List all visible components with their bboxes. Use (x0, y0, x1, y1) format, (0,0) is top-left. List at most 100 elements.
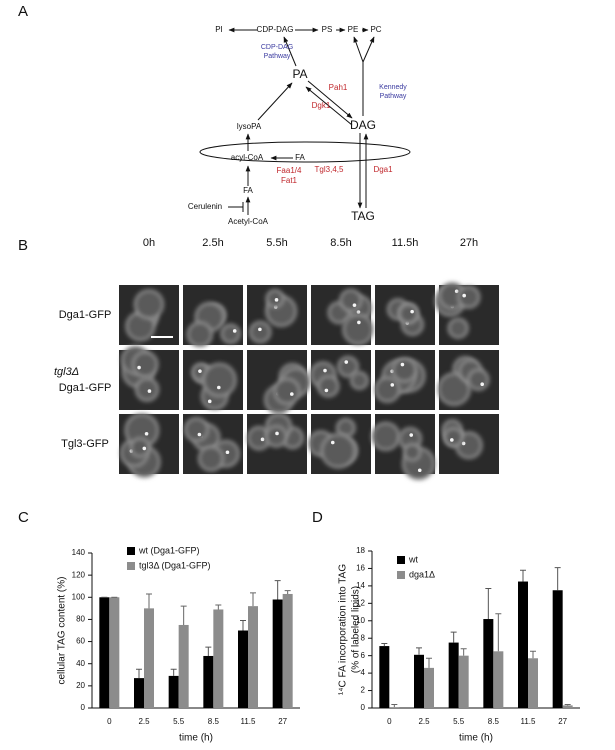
y-tick-label: 18 (356, 546, 365, 555)
legend-swatch (397, 556, 405, 564)
pathway-node: PE (348, 25, 359, 34)
spot (225, 450, 230, 455)
bar (109, 597, 120, 708)
pathway-node: Faa1/4 (277, 166, 302, 175)
legend-label: wt (408, 554, 418, 564)
cell (198, 445, 224, 472)
error-bar (426, 657, 432, 668)
error-bar (136, 668, 142, 679)
cell (320, 433, 356, 469)
bar (552, 590, 563, 708)
x-tick-label: 11.5 (241, 717, 257, 726)
bar (282, 593, 293, 708)
spot (144, 431, 149, 436)
micrograph (434, 282, 499, 345)
micrograph (119, 413, 179, 479)
bar (389, 707, 400, 708)
micrograph (183, 414, 243, 474)
spot (217, 385, 221, 390)
pathway-node: CDP-DAG (257, 25, 294, 34)
bar (483, 619, 494, 708)
cell (437, 372, 471, 406)
cell (447, 317, 469, 339)
cell (317, 375, 340, 398)
error-bar (460, 648, 467, 656)
spot (258, 327, 262, 332)
pathway-node: FA (295, 153, 305, 162)
y-tick-label: 40 (76, 659, 85, 668)
spot (409, 433, 414, 437)
spot (330, 440, 335, 445)
error-bar (215, 604, 222, 610)
error-bar (564, 704, 571, 706)
micrograph (183, 350, 243, 410)
spot (142, 446, 147, 451)
error-bar (146, 593, 152, 609)
bar (379, 646, 390, 708)
error-bar (554, 567, 561, 591)
error-bar (381, 642, 388, 647)
x-tick-label: 0 (107, 717, 112, 726)
error-bar (170, 668, 177, 676)
pathway-node: acyl-CoA (231, 153, 264, 162)
y-tick-label: 100 (72, 592, 86, 601)
spot (410, 309, 414, 314)
legend-swatch (397, 571, 405, 579)
pathway-node: Dga1 (373, 165, 393, 174)
error-bar (450, 631, 457, 643)
row-label: Dga1-GFP (59, 309, 112, 321)
x-tick-label: 8.5 (208, 717, 220, 726)
pathway-arrows (199, 27, 411, 215)
micrograph (371, 414, 436, 481)
cell (467, 368, 490, 391)
micrograph (183, 285, 243, 348)
error-bar (180, 605, 187, 625)
row-label: Tgl3-GFP (61, 438, 109, 450)
panel-label: C (18, 509, 29, 526)
y-tick-label: 120 (72, 570, 86, 579)
time-label: 11.5h (392, 237, 419, 249)
spot (197, 432, 202, 437)
legend-swatch (127, 562, 135, 570)
y-tick-label: 60 (76, 637, 85, 646)
bar (528, 658, 538, 708)
bar (493, 651, 504, 708)
micrograph (437, 350, 499, 410)
bar (248, 606, 258, 708)
spot (323, 368, 327, 373)
micrograph (439, 414, 499, 474)
bar (99, 597, 110, 708)
pathway-node: Dgk1 (312, 101, 331, 110)
error-bar (391, 704, 398, 708)
cell (339, 288, 363, 312)
y-tick-label: 14 (356, 581, 365, 590)
spot (352, 303, 357, 307)
legend-swatch (127, 547, 135, 555)
bar (518, 581, 528, 708)
pathway-node: PS (322, 25, 333, 34)
error-bar (240, 620, 246, 631)
spot (344, 360, 349, 364)
panel-label: B (18, 237, 28, 254)
pathway-node: Pathway (380, 93, 407, 100)
spot (147, 389, 152, 393)
spot (357, 320, 361, 325)
cell (337, 355, 359, 378)
bar (238, 630, 248, 708)
pathway-node: lysoPA (237, 122, 262, 131)
panel-label: A (18, 3, 28, 20)
legend-label: dga1Δ (409, 569, 435, 579)
cell (273, 377, 301, 405)
cell (350, 371, 369, 390)
x-tick-label: 27 (558, 717, 567, 726)
cell (184, 417, 209, 443)
cell (398, 303, 419, 324)
bar (272, 599, 283, 708)
micrograph (247, 285, 307, 345)
spot (417, 468, 422, 473)
pathway-node: PC (370, 25, 381, 34)
spot (198, 369, 202, 373)
x-tick-label: 2.5 (418, 717, 430, 726)
cell (249, 320, 272, 344)
y-tick-label: 80 (76, 615, 85, 624)
